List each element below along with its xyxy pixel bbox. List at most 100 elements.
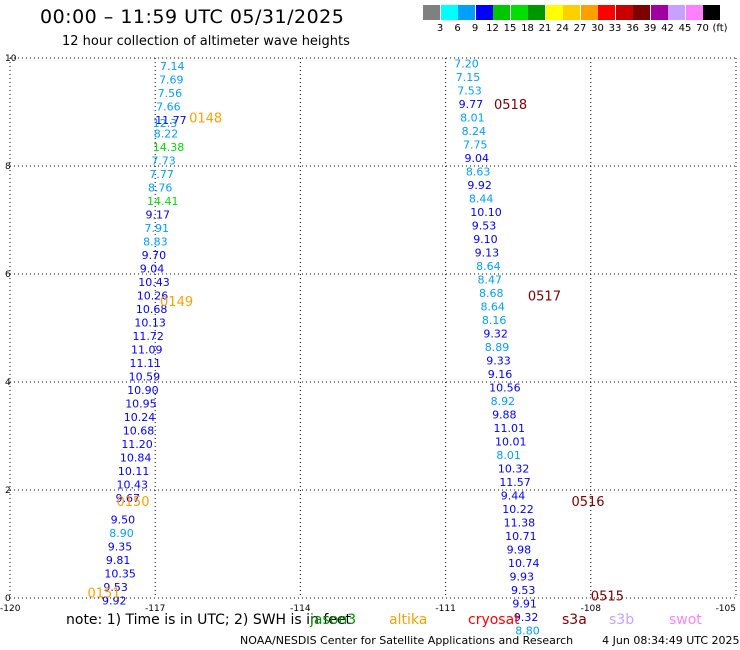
wave-height-value: 10.24 <box>124 411 155 424</box>
wave-height-value: 7.91 <box>145 222 170 235</box>
scale-swatch <box>563 5 580 20</box>
wave-height-value: 10.71 <box>505 530 536 543</box>
wave-height-value: 14.38 <box>153 141 185 154</box>
scale-swatch <box>475 5 493 20</box>
wave-height-value: 8.68 <box>479 287 504 300</box>
wave-height-value: 9.50 <box>111 514 136 527</box>
wave-height-value: 11.72 <box>132 330 164 343</box>
scale-label: 39 <box>643 23 657 34</box>
scale-swatch <box>650 5 668 20</box>
wave-height-value: 7.53 <box>457 84 482 97</box>
page-subtitle: 12 hour collection of altimeter wave hei… <box>62 34 350 49</box>
wave-height-value: 9.98 <box>507 543 531 556</box>
scale-swatch <box>545 5 563 20</box>
x-tick-label: -105 <box>716 604 736 614</box>
scale-swatch <box>703 5 720 20</box>
wave-height-value: 7.75 <box>463 138 488 151</box>
y-tick-label: 8 <box>5 162 11 172</box>
wave-height-value: 9.10 <box>473 233 498 246</box>
x-tick-label: -108 <box>581 604 602 614</box>
wave-height-value: 8.22 <box>154 128 179 141</box>
wave-height-value: 7.15 <box>456 71 481 84</box>
scale-label: 45 <box>678 23 692 34</box>
scale-label: 12 <box>486 23 499 34</box>
y-tick-label: 6 <box>5 270 11 280</box>
wave-height-value: 8.01 <box>460 111 485 124</box>
wave-height-value: 7.66 <box>156 101 181 114</box>
wave-height-value: 8.89 <box>485 341 510 354</box>
scale-label: (ft) <box>712 23 728 34</box>
wave-height-value: 10.43 <box>116 479 148 492</box>
wave-height-value: 7.56 <box>158 87 183 100</box>
scale-swatch <box>580 5 598 20</box>
wave-height-value: 8.24 <box>462 125 487 138</box>
wave-height-value: 10.59 <box>129 371 161 384</box>
y-tick-label: 2 <box>5 486 11 496</box>
satellite-cryosat: cryosat <box>468 612 520 628</box>
y-tick-label: 10 <box>5 54 17 64</box>
scale-swatch <box>493 5 510 20</box>
wave-height-value: 10.13 <box>134 317 166 330</box>
wave-height-value: 10.68 <box>123 425 155 438</box>
wave-height-value: 9.17 <box>146 209 171 222</box>
credit-line: NOAA/NESDIS Center for Satellite Applica… <box>240 634 740 647</box>
x-tick-label: -117 <box>145 604 165 614</box>
pass-label: 0148 <box>189 111 222 126</box>
satellite-altika: altika <box>389 612 428 628</box>
page-title: 00:00 – 11:59 UTC 05/31/2025 <box>40 6 345 28</box>
wave-height-value: 7.77 <box>149 168 174 181</box>
wave-height-value: 8.92 <box>491 395 516 408</box>
scale-label: 6 <box>454 23 461 34</box>
scale-swatch <box>615 5 633 20</box>
wave-height-value: 10.84 <box>120 452 152 465</box>
scale-label: 36 <box>626 23 639 34</box>
wave-height-value: 9.16 <box>488 368 513 381</box>
scale-swatch <box>510 5 528 20</box>
satellite-s3a: s3a <box>562 612 587 628</box>
wave-height-value: 14.41 <box>147 195 179 208</box>
wave-height-value: 7.69 <box>159 74 184 87</box>
wave-height-value: 9.32 <box>483 327 508 340</box>
wave-height-value: 8.64 <box>476 260 501 273</box>
scale-swatch <box>633 5 650 20</box>
pass-label: 0151 <box>87 587 120 602</box>
pass-label: 0515 <box>591 589 624 604</box>
credit-text: NOAA/NESDIS Center for Satellite Applica… <box>240 634 574 647</box>
scale-swatch <box>528 5 545 20</box>
wave-height-value: 9.35 <box>108 541 133 554</box>
wave-height-value: 9.32 <box>514 611 539 624</box>
wave-height-value: 9.44 <box>501 489 526 502</box>
wave-height-value: 10.68 <box>136 303 168 316</box>
wave-height-value: 11.57 <box>499 476 530 489</box>
wave-height-value: 11.11 <box>130 357 162 370</box>
wave-height-value: 9.04 <box>140 263 165 276</box>
scale-swatch <box>440 5 458 20</box>
scale-label: 21 <box>538 23 552 34</box>
wave-height-value: 8.47 <box>478 273 503 286</box>
scale-swatch <box>423 5 440 20</box>
wave-height-value: 9.33 <box>486 354 511 367</box>
footer-note: note: 1) Time is in UTC; 2) SWH is in fe… <box>66 612 352 628</box>
wave-height-value: 10.56 <box>489 381 521 394</box>
wave-height-value: 8.01 <box>496 449 521 462</box>
wave-height-value: 11.38 <box>504 516 536 529</box>
wave-height-value: 9.77 <box>459 98 484 111</box>
pass-label: 0518 <box>494 98 527 113</box>
wave-height-value: 9.04 <box>464 152 489 165</box>
wave-height-value: 8.63 <box>466 165 491 178</box>
wave-height-value: 10.35 <box>104 568 136 581</box>
scale-swatch <box>668 5 685 20</box>
wave-height-value: 12.3 <box>153 117 178 130</box>
wave-height-value: 10.10 <box>470 206 502 219</box>
wave-height-value: 9.81 <box>106 554 131 567</box>
wave-height-value: 10.43 <box>138 276 170 289</box>
scale-label: 18 <box>521 23 534 34</box>
wave-height-value: 9.88 <box>492 408 516 421</box>
wave-height-value: 10.01 <box>495 435 527 448</box>
wave-height-value: 9.53 <box>103 581 128 594</box>
wave-height-value: 10.22 <box>502 503 534 516</box>
satellite-jason3: jason3 <box>310 612 357 628</box>
scale-swatch <box>598 5 615 20</box>
wave-height-value: 7.14 <box>160 60 185 73</box>
